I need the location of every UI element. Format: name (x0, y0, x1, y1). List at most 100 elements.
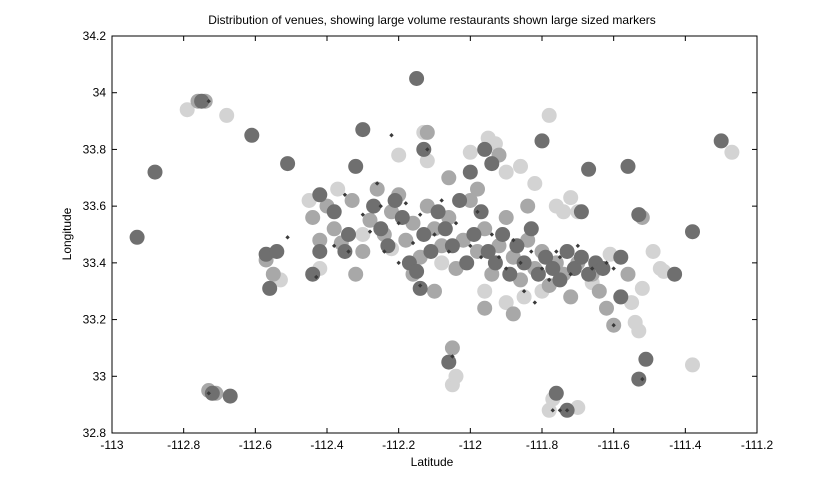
y-tick-label: 32.8 (83, 426, 107, 440)
data-point (326, 204, 342, 220)
data-point (419, 153, 435, 169)
data-point (312, 232, 328, 248)
data-point (366, 198, 382, 214)
data-point (348, 158, 364, 174)
data-point (541, 402, 557, 418)
x-axis: -113 -112.8 -112.6 -112.4 -112.2 -112 -111.8 -1… (100, 36, 773, 452)
data-point (477, 141, 493, 157)
data-point (573, 249, 589, 265)
data-point (326, 221, 342, 237)
y-tick-label: 33.6 (83, 199, 107, 213)
data-point (613, 289, 629, 305)
data-point-small (346, 249, 351, 254)
data-point-small (557, 254, 563, 260)
data-point (581, 161, 597, 177)
data-point-small (453, 220, 459, 226)
data-point (355, 227, 371, 242)
y-axis: 32.8 33 33.2 33.4 33.6 33.8 34 34.2 (83, 29, 757, 440)
data-point (312, 187, 328, 203)
data-point (477, 300, 493, 316)
data-point (573, 204, 589, 220)
data-point (638, 351, 654, 367)
data-point (620, 158, 636, 174)
data-point-small (532, 300, 538, 305)
data-point-small (503, 266, 509, 271)
data-point (147, 164, 163, 180)
data-point (416, 141, 432, 157)
data-point (391, 147, 407, 163)
data-point (348, 266, 364, 282)
data-point (412, 280, 428, 296)
data-point (466, 227, 482, 242)
data-point (599, 300, 614, 316)
data-point (548, 385, 564, 401)
data-point (305, 210, 321, 225)
data-point (448, 368, 464, 384)
data-point-small (475, 209, 480, 215)
data-point-small (450, 354, 455, 359)
data-point-small (518, 260, 523, 266)
data-point (444, 340, 460, 356)
data-point (362, 212, 378, 228)
data-point (265, 266, 281, 282)
data-point-small (403, 201, 409, 206)
data-point (305, 266, 321, 282)
x-axis-label: Latitude (411, 455, 454, 469)
data-point-small (468, 243, 473, 249)
data-point-small (285, 235, 290, 240)
data-point (470, 181, 485, 197)
data-point (452, 193, 468, 208)
data-point (262, 280, 278, 296)
data-point (527, 176, 543, 191)
data-point (552, 272, 568, 288)
data-point (312, 244, 328, 259)
x-tick-label: -112.6 (239, 438, 272, 452)
data-point (563, 289, 579, 305)
data-point-small (604, 260, 609, 266)
data-point (631, 207, 647, 223)
data-point (513, 158, 528, 174)
data-point (477, 283, 493, 299)
data-point-small (206, 391, 211, 396)
data-point-small (432, 232, 437, 237)
y-tick-label: 34.2 (83, 29, 107, 43)
data-point-small (410, 240, 416, 246)
x-tick-label: -112.4 (310, 438, 343, 452)
data-point-small (374, 181, 380, 186)
y-tick-label: 34 (93, 86, 107, 100)
data-point (222, 388, 238, 404)
data-point (685, 357, 700, 373)
data-point-small (554, 249, 559, 254)
data-point (344, 193, 360, 208)
data-point-small (425, 147, 430, 152)
data-point (462, 144, 478, 160)
data-point-small (446, 249, 452, 254)
data-point (563, 190, 579, 206)
data-point (591, 283, 607, 299)
data-point-small (396, 260, 401, 266)
data-point (534, 133, 550, 149)
data-point (559, 244, 575, 259)
x-tick-label: -111.2 (741, 438, 774, 452)
data-point-small (511, 237, 516, 243)
data-point (516, 255, 532, 271)
data-point (337, 244, 353, 259)
data-point-small (529, 249, 534, 254)
data-point-small (640, 376, 645, 382)
data-point-small (611, 266, 616, 271)
data-point-small (589, 266, 595, 271)
data-point (369, 181, 385, 197)
data-point (387, 193, 403, 208)
data-point (645, 244, 661, 259)
data-point-small (382, 249, 387, 254)
data-point (545, 261, 561, 276)
y-axis-label: Longitude (60, 207, 74, 260)
data-point-small (331, 243, 337, 249)
data-point (330, 181, 346, 197)
data-point (194, 93, 210, 109)
data-point-small (611, 323, 616, 328)
data-point (434, 255, 450, 271)
x-tick-label: -111.8 (526, 438, 559, 452)
data-point (419, 124, 435, 140)
